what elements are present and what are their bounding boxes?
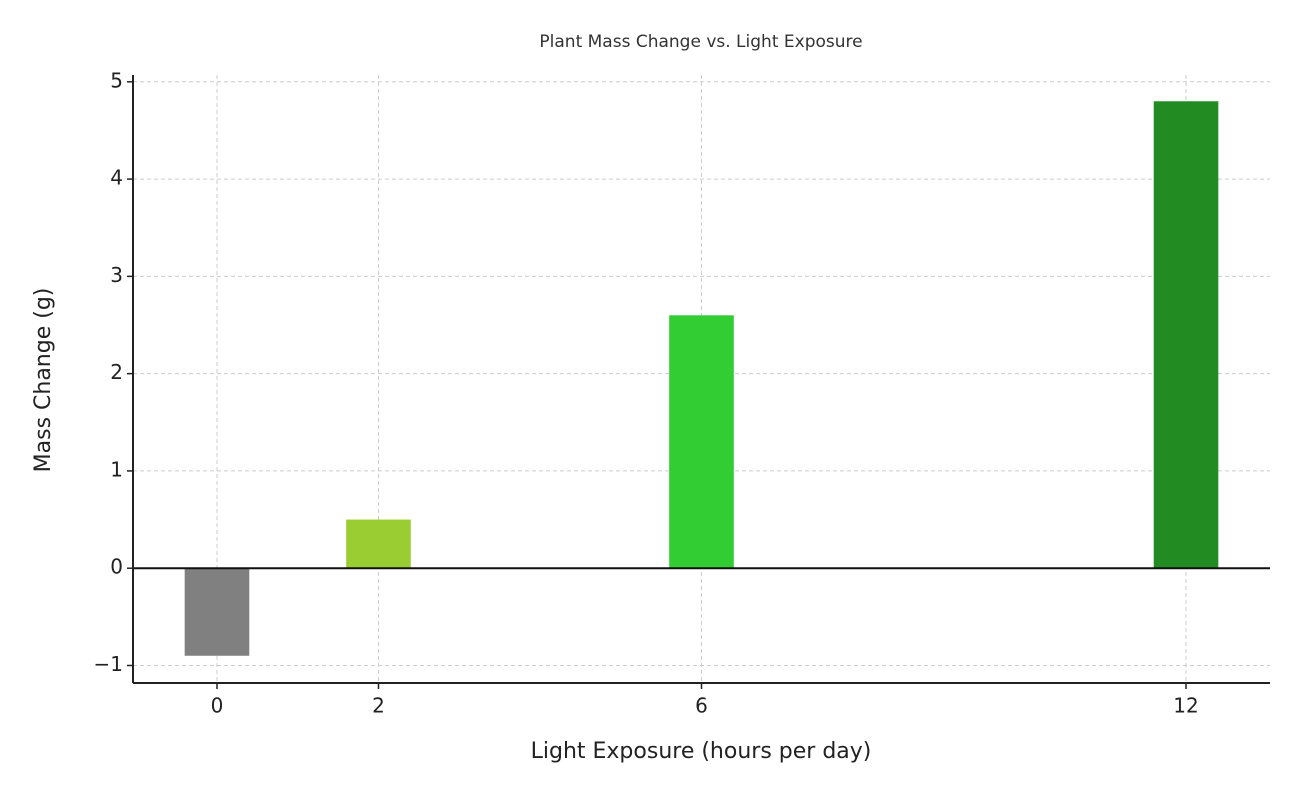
y-tick-label: 3: [110, 263, 123, 287]
y-tick-label: 4: [110, 166, 123, 190]
x-tick-label: 0: [211, 694, 224, 718]
bar: [184, 568, 250, 656]
x-tick-label: 6: [695, 694, 708, 718]
y-tick-label: 0: [110, 555, 123, 579]
bar: [669, 315, 734, 569]
bar: [346, 519, 411, 569]
x-axis-label: Light Exposure (hours per day): [531, 739, 872, 764]
bar: [1153, 101, 1219, 569]
y-tick-label: 2: [110, 360, 123, 384]
y-axis-label: Mass Change (g): [31, 288, 56, 473]
y-tick-label: 5: [110, 68, 123, 92]
chart-title: Plant Mass Change vs. Light Exposure: [539, 32, 862, 52]
x-tick-label: 12: [1173, 694, 1198, 718]
y-tick-label: −1: [94, 652, 123, 676]
x-tick-label: 2: [372, 694, 385, 718]
y-tick-label: 1: [110, 457, 123, 481]
